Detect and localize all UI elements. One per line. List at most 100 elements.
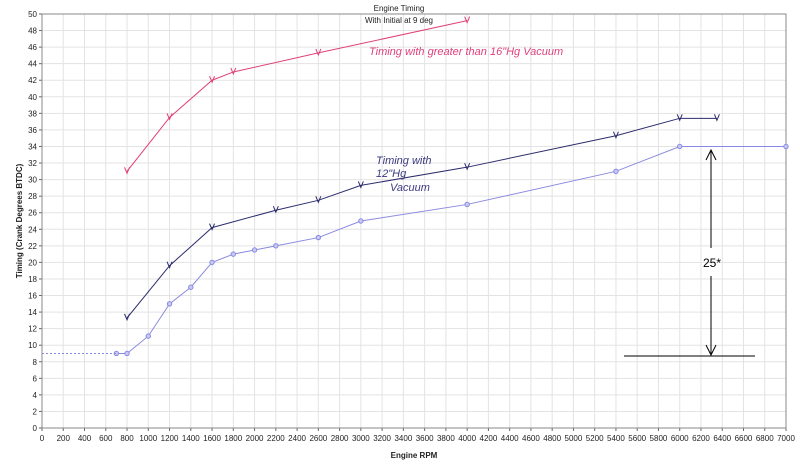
advance-arrowhead-bottom [705,344,717,357]
data-point [124,350,130,357]
x-tick-label: 0 [40,434,45,443]
x-tick-label: 2800 [331,434,349,443]
annotation-12hg-line3: Vacuum [390,182,430,194]
x-tick-label: 4200 [480,434,498,443]
x-tick-label: 3600 [416,434,434,443]
x-tick-label: 6200 [692,434,710,443]
plot-frame [41,13,787,429]
data-point [209,259,215,266]
data-point [677,143,683,150]
x-tick-label: 600 [99,434,113,443]
data-point [230,251,237,257]
y-tick-label: 18 [28,275,37,284]
y-tick-label: 36 [28,126,37,135]
data-point [230,67,237,76]
x-tick-label: 2000 [246,434,264,443]
y-tick-label: 38 [28,109,37,118]
grid-layer [41,13,787,429]
x-tick-label: 6000 [671,434,689,443]
y-axis-label: Timing (Crank Degrees BTDC) [15,163,24,278]
data-point [358,218,364,224]
y-tick-label: 10 [28,341,37,350]
x-tick-label: 4800 [543,434,561,443]
y-tick-label: 6 [33,374,38,383]
x-axis-ticks: 0 200 400 600 800 1000 1200 1400 1600 1800 2000 220… [40,428,795,443]
data-point [464,16,471,24]
data-point [783,143,789,150]
x-tick-label: 3200 [373,434,391,443]
y-tick-label: 40 [28,93,37,102]
y-tick-label: 8 [33,358,38,367]
y-tick-label: 12 [28,325,37,334]
x-tick-label: 2200 [267,434,285,443]
data-point [145,333,151,339]
x-axis-label: Engine RPM [391,451,438,460]
x-tick-label: 3800 [437,434,455,443]
x-tick-label: 1800 [224,434,242,443]
y-tick-label: 48 [28,27,37,36]
y-tick-label: 30 [28,176,37,185]
data-point [612,131,619,140]
y-tick-label: 22 [28,242,37,251]
y-axis-ticks: 0246810121416182022242628303234363840424… [28,10,42,433]
y-tick-label: 44 [28,60,37,69]
annotation-high-vacuum: Timing with greater than 16"Hg Vacuum [369,46,563,58]
data-point [166,113,173,121]
data-point [464,162,471,171]
x-tick-label: 1400 [182,434,200,443]
series-layer [42,16,789,357]
y-tick-label: 42 [28,76,37,85]
x-tick-label: 6800 [756,434,774,443]
x-tick-label: 6600 [735,434,753,443]
x-tick-label: 800 [120,434,134,443]
x-tick-label: 3400 [394,434,412,443]
y-tick-label: 20 [28,258,37,267]
y-tick-label: 24 [28,225,37,234]
data-point [315,48,322,57]
y-tick-label: 26 [28,209,37,218]
data-point [209,223,216,231]
y-tick-label: 50 [28,10,37,19]
x-tick-label: 4000 [458,434,476,443]
x-tick-label: 4400 [501,434,519,443]
annotation-12hg-line1: Timing with [376,155,432,167]
y-tick-label: 32 [28,159,37,168]
x-tick-label: 1600 [203,434,221,443]
x-tick-label: 400 [78,434,92,443]
x-tick-label: 1200 [161,434,179,443]
chart-subtitle: With Initial at 9 deg [365,16,433,25]
y-tick-label: 46 [28,43,37,52]
x-tick-label: 200 [57,434,71,443]
y-tick-label: 34 [28,142,37,151]
data-point [272,206,279,214]
x-tick-label: 2600 [309,434,327,443]
data-point [209,76,216,84]
y-tick-label: 14 [28,308,37,317]
data-point [713,114,720,122]
data-point [251,247,258,253]
x-tick-label: 5000 [565,434,583,443]
x-tick-label: 3000 [352,434,370,443]
data-point [124,167,130,175]
advance-arrowhead-top [705,148,717,161]
annotation-12hg-line2: 12"Hg [376,168,407,180]
data-point [188,284,194,290]
y-tick-label: 2 [33,407,38,416]
data-point [166,301,173,307]
data-point [273,243,279,249]
x-tick-label: 7000 [777,434,795,443]
data-point [613,168,619,175]
data-point [315,234,322,241]
y-tick-label: 16 [28,292,37,301]
x-tick-label: 1000 [139,434,157,443]
x-tick-label: 5200 [586,434,604,443]
x-tick-label: 2400 [288,434,306,443]
chart-title: Engine Timing [374,4,425,13]
x-tick-label: 5400 [607,434,625,443]
data-point [357,181,364,189]
series-line-1 [126,117,717,319]
data-point [464,201,470,208]
y-tick-label: 0 [33,424,38,433]
y-tick-label: 4 [33,391,38,400]
